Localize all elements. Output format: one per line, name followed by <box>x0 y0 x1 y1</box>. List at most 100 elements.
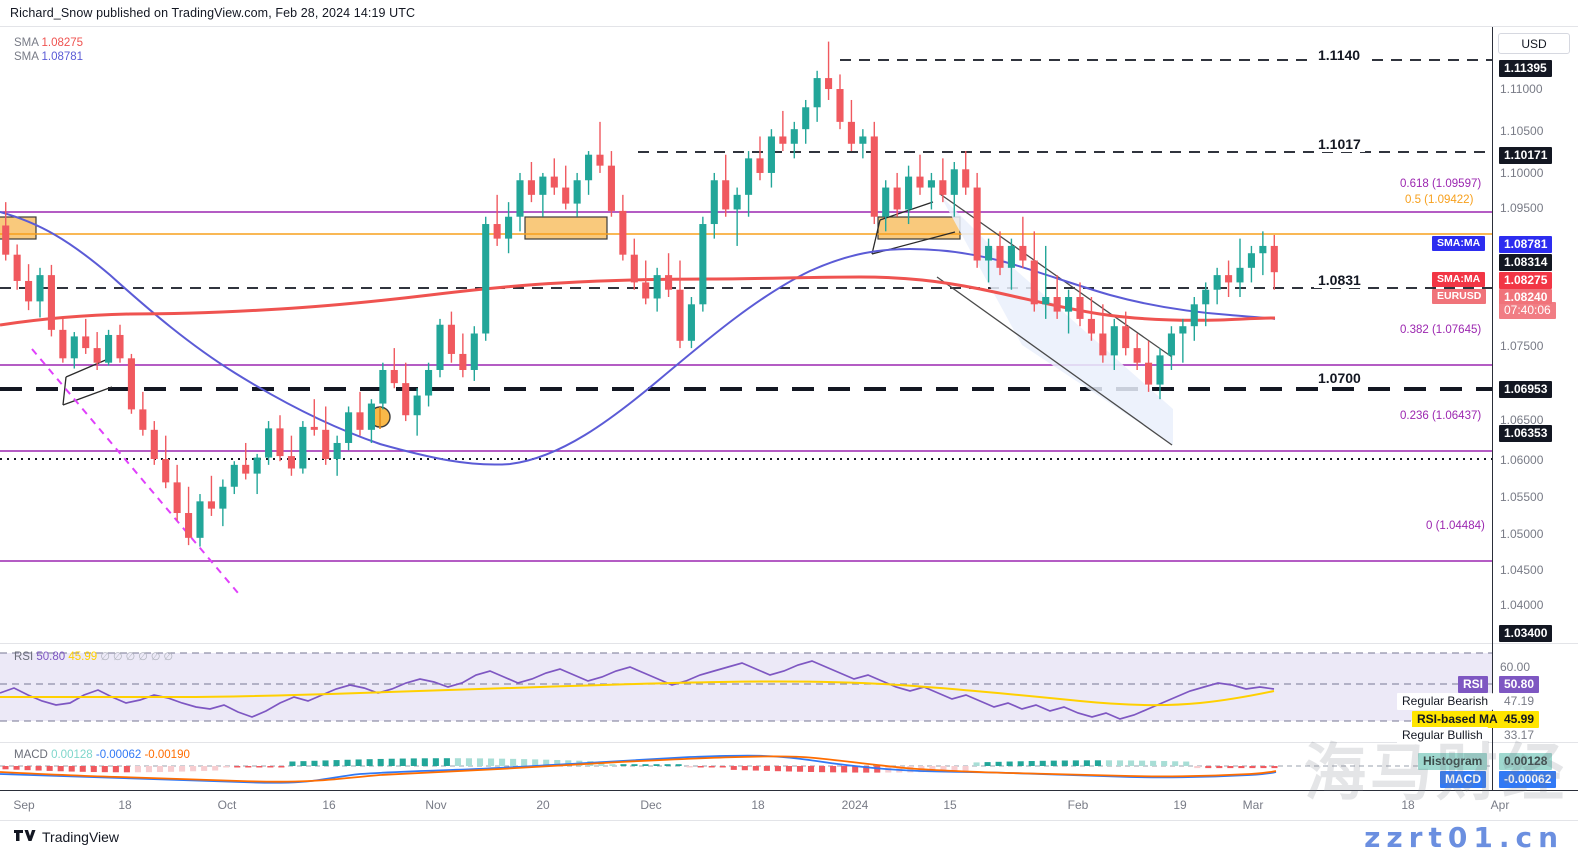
macd-histogram-bar <box>962 766 969 772</box>
candle-body <box>13 254 21 281</box>
candle-body <box>436 324 444 370</box>
macd-histogram-bar <box>510 758 517 766</box>
macd-histogram-bar <box>653 764 660 766</box>
macd-canvas[interactable] <box>0 744 1492 790</box>
fib-label-0382: 0.382 (1.07645) <box>1398 324 1484 336</box>
candle-body <box>642 282 650 299</box>
macd-legend-title: MACD <box>14 749 48 761</box>
macd-histogram-bar <box>940 766 947 772</box>
macd-histogram-bar <box>1061 760 1068 766</box>
rsi-legend-title: RSI <box>14 651 34 663</box>
candle-body <box>82 336 90 349</box>
candle-body <box>345 412 353 443</box>
bar-countdown-timer: 07:40:06 <box>1499 302 1556 319</box>
rsi-pane[interactable]: RSI 50.80 45.99 ∅ ∅ ∅ ∅ ∅ ∅ <box>0 645 1492 742</box>
candle-body <box>550 176 558 188</box>
candle-body <box>1270 245 1278 273</box>
candle-body <box>299 426 307 469</box>
macd-histogram-bar <box>1194 766 1201 769</box>
tradingview-brand[interactable]: TradingView <box>14 829 119 845</box>
candle-body <box>425 369 433 396</box>
supply-zone-box-2 <box>524 216 608 240</box>
time-tick-feb: Feb <box>1067 798 1089 812</box>
macd-histogram-bar <box>1094 760 1101 766</box>
candle-body <box>722 180 730 210</box>
candle-body <box>516 180 524 217</box>
macd-histogram-bar <box>719 766 726 768</box>
macd-histogram-bar <box>1039 760 1046 766</box>
candle-body <box>802 107 810 130</box>
macd-histogram-bar <box>190 766 197 772</box>
price-tick-1-11000: 1.11000 <box>1500 82 1543 96</box>
currency-selector[interactable]: USD <box>1498 33 1570 54</box>
macd-histogram-bar <box>322 760 329 766</box>
candle-body <box>1133 348 1141 363</box>
candle-body <box>207 501 215 509</box>
candle-body <box>619 210 627 255</box>
candle-body <box>219 486 227 509</box>
sma-fast-axis-value-tag: 1.08275 <box>1499 272 1553 289</box>
candle-body <box>105 334 113 363</box>
time-tick-18: 18 <box>1401 798 1415 812</box>
sma-slow-legend-title: SMA <box>14 51 39 63</box>
channel-lower-trendline <box>936 276 1173 446</box>
candle-body <box>493 224 501 239</box>
time-axis[interactable]: Sep 18 Oct 16 Nov 20 Dec 18 2024 15 Feb 19 Mar 18 Apr <box>0 790 1578 820</box>
candle-body <box>230 464 238 487</box>
macd-histogram-bar <box>852 766 859 773</box>
candle-body <box>653 275 661 299</box>
publisher-byline: Richard_Snow published on TradingView.co… <box>10 6 416 20</box>
candle-body <box>242 464 250 474</box>
rsi-legend-ma-value: 45.99 <box>68 651 98 663</box>
macd-line-value: -0.00062 <box>95 749 142 761</box>
candle-body <box>367 403 375 430</box>
price-chart-pane[interactable]: SMA 1.08275 SMA 1.08781 <box>0 27 1492 640</box>
rsi-legend-value: 50.80 <box>36 651 66 663</box>
macd-histogram-bar <box>68 766 75 772</box>
candle-body <box>379 369 387 404</box>
rsi-canvas[interactable] <box>0 645 1492 742</box>
macd-pane[interactable]: MACD 0.00128 -0.00062 -0.00190 <box>0 744 1492 790</box>
price-tick-1-06500: 1.06500 <box>1500 413 1544 427</box>
macd-histogram-bar <box>1006 761 1013 766</box>
candle-body <box>1179 326 1187 334</box>
candle-body <box>310 426 318 430</box>
macd-histogram-bar <box>2 766 9 770</box>
macd-histogram-bar <box>289 761 296 766</box>
candle-body <box>665 275 673 290</box>
candle-body <box>1190 304 1198 327</box>
price-tag-low-1-03400: 1.03400 <box>1499 625 1553 642</box>
candlestick-series <box>2 41 1278 547</box>
macd-histogram-bar <box>863 766 870 773</box>
macd-histogram-bar <box>1116 760 1124 766</box>
macd-signal-value: -0.00190 <box>144 749 190 761</box>
candle-body <box>756 158 764 173</box>
rsi-legend-empty-slots: ∅ ∅ ∅ ∅ ∅ ∅ <box>100 651 174 663</box>
macd-histogram-bar <box>841 766 848 773</box>
candle-body <box>825 78 833 90</box>
sma-slow-legend-value: 1.08781 <box>41 51 84 63</box>
macd-histogram-bar <box>532 759 539 766</box>
sma-slow-line <box>0 211 1276 466</box>
macd-histogram-bar <box>278 766 285 768</box>
candle-body <box>607 165 615 211</box>
tradingview-brand-text: TradingView <box>42 829 120 845</box>
pane-divider-rsi <box>0 643 1578 644</box>
time-tick-18: 18 <box>118 798 132 812</box>
macd-histogram-bar <box>1072 760 1079 766</box>
price-tick-1-06000: 1.06000 <box>1500 453 1544 467</box>
candle-body <box>185 513 193 538</box>
macd-histogram-bar <box>763 766 770 771</box>
price-tag-high-1-11395: 1.11395 <box>1499 60 1552 77</box>
macd-histogram-bar <box>785 766 792 772</box>
price-chart-canvas[interactable] <box>0 27 1492 640</box>
rsi-legend: RSI 50.80 45.99 ∅ ∅ ∅ ∅ ∅ ∅ <box>14 650 173 663</box>
candle-body <box>882 187 890 217</box>
rsi-axis-series-tag: RSI <box>1458 676 1489 693</box>
candle-body <box>93 348 101 363</box>
time-tick-19: 19 <box>1173 798 1187 812</box>
macd-histogram-bar <box>620 764 627 766</box>
candle-body <box>527 180 535 195</box>
macd-histogram-bar <box>521 759 528 766</box>
candle-body <box>1145 362 1153 385</box>
